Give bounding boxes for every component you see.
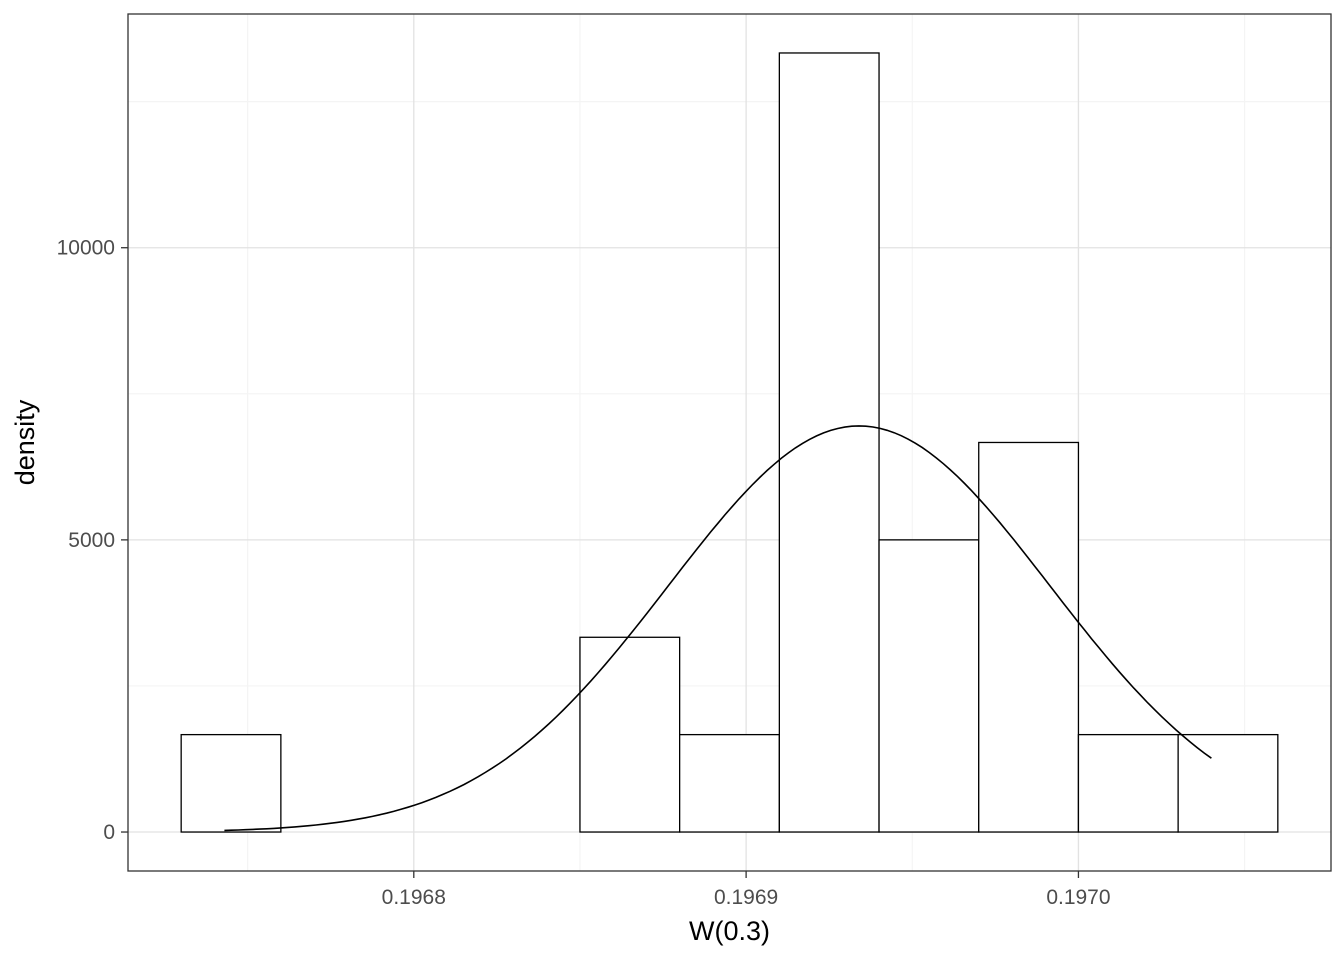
x-tick-label: 0.1968	[382, 886, 446, 909]
y-tick-label: 0	[103, 821, 115, 844]
histogram-bar	[878, 539, 980, 833]
x-tick-label: 0.1969	[714, 886, 778, 909]
density-curve	[224, 425, 1212, 832]
x-axis-ticks: 0.1968 0.1969 0.1970	[382, 871, 1111, 909]
histogram-bar	[579, 636, 681, 833]
y-tick-label: 10000	[57, 237, 115, 260]
minor-gridlines	[128, 14, 1331, 871]
histogram-bar	[778, 52, 880, 833]
y-axis-ticks: 0 5000 10000	[57, 237, 128, 844]
histogram-bar	[978, 441, 1080, 833]
x-tick-label: 0.1970	[1046, 886, 1110, 909]
y-axis-title: density	[10, 399, 40, 485]
y-tick-label: 5000	[68, 529, 115, 552]
panel-border	[127, 13, 1332, 872]
histogram-bar	[679, 733, 780, 833]
histogram-bar	[180, 733, 282, 833]
histogram-bar	[1177, 733, 1279, 833]
x-axis-title: W(0.3)	[689, 916, 770, 946]
histogram-bars	[180, 52, 1279, 833]
histogram-bar	[1077, 733, 1179, 833]
